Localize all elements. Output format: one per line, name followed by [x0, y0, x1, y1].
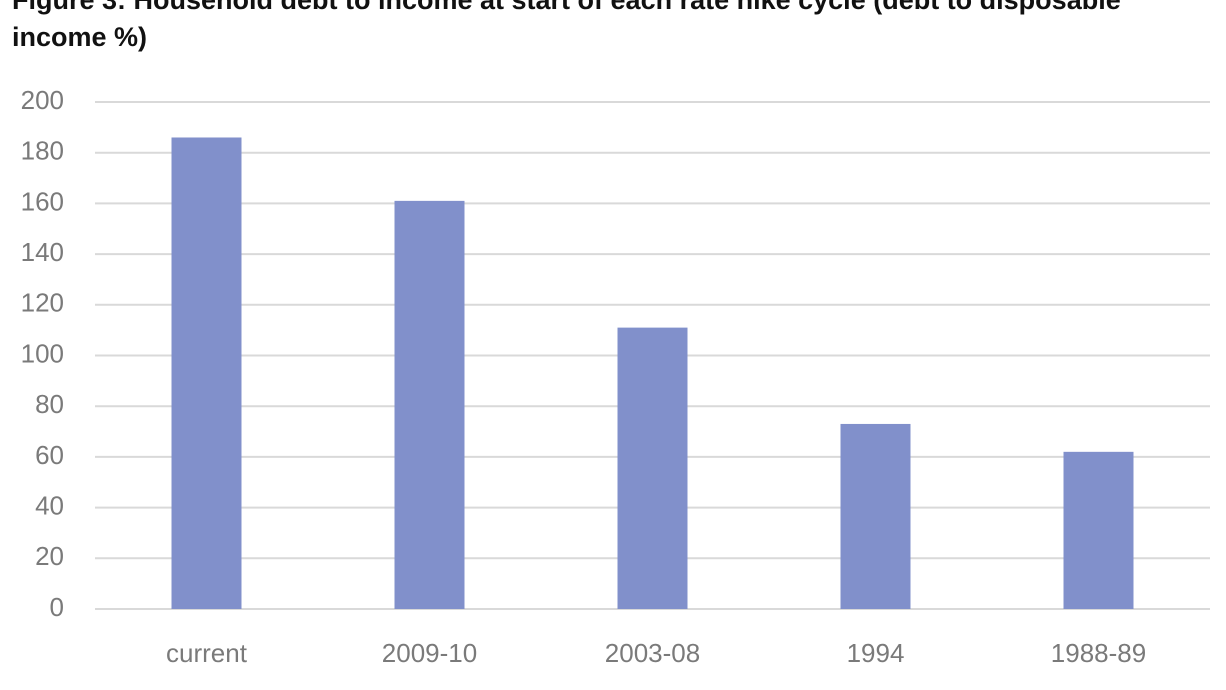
y-tick-label: 80	[35, 389, 64, 419]
x-tick-label: 2009-10	[382, 638, 477, 668]
chart-title: Figure 3: Household debt to income at st…	[12, 0, 1121, 52]
x-tick-label: 1988-89	[1051, 638, 1146, 668]
x-tick-label: 1994	[847, 638, 905, 668]
bar	[171, 137, 242, 610]
y-tick-label: 0	[50, 592, 64, 622]
bar	[1063, 451, 1134, 609]
y-tick-label: 140	[21, 237, 64, 267]
y-tick-label: 180	[21, 136, 64, 166]
y-tick-label: 100	[21, 338, 64, 368]
x-tick-label: current	[166, 638, 248, 668]
bar	[394, 200, 465, 610]
bar	[840, 423, 911, 609]
y-tick-label: 20	[35, 541, 64, 571]
y-tick-label: 160	[21, 186, 64, 216]
y-tick-label: 120	[21, 288, 64, 318]
y-tick-label: 40	[35, 490, 64, 520]
y-tick-label: 60	[35, 440, 64, 470]
bar	[617, 327, 688, 609]
y-tick-label: 200	[21, 85, 64, 115]
x-tick-label: 2003-08	[605, 638, 700, 668]
